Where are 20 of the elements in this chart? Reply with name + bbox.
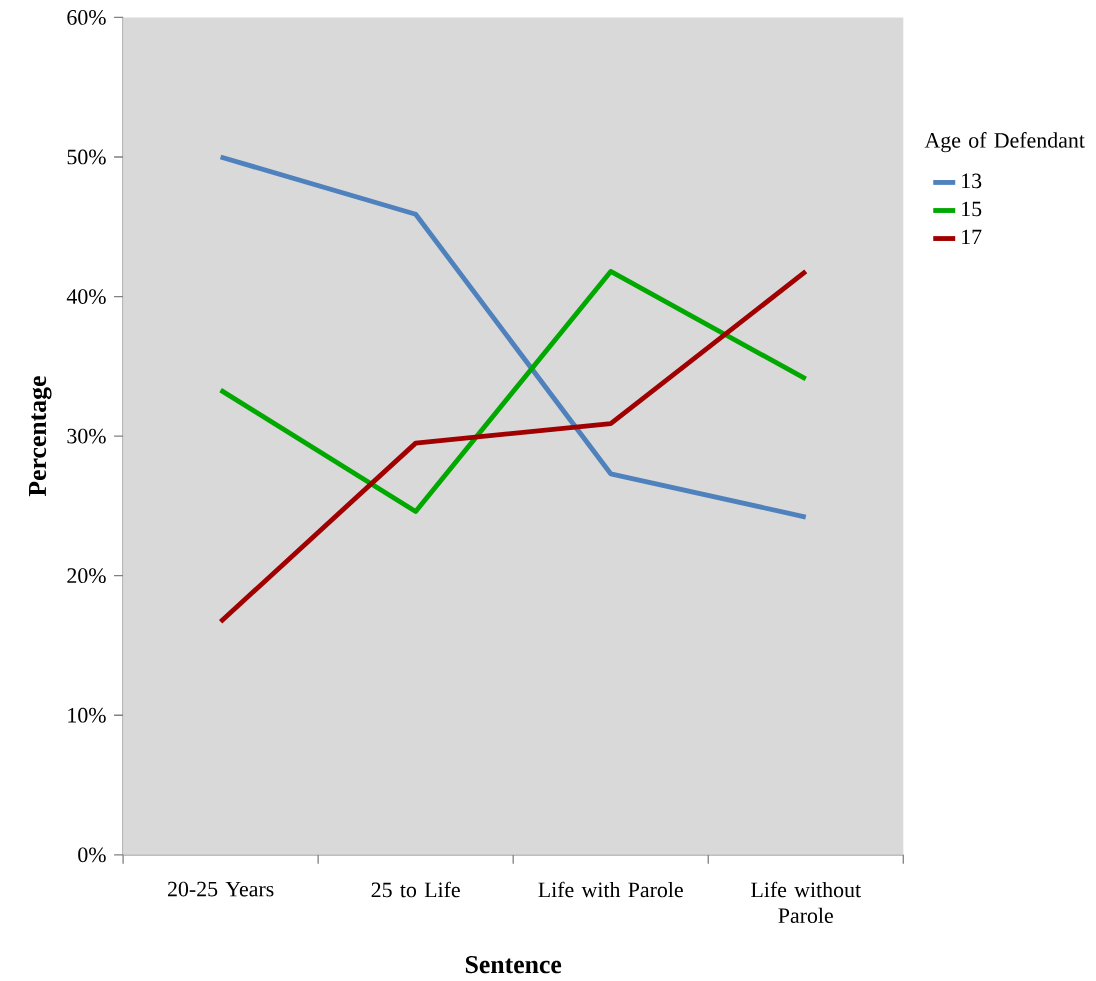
line-series (218, 269, 809, 625)
y-tick-label: 40% (66, 289, 106, 305)
legend-title: Age of Defendant (924, 132, 1085, 153)
y-tick-label: 0% (78, 847, 106, 863)
legend-label: 13 (962, 173, 982, 189)
y-tick-label: 30% (67, 428, 106, 444)
y-tick-label: 10% (68, 708, 106, 723)
y-tick-label: 60% (67, 10, 106, 26)
x-tick-label: 20-25 Years (167, 881, 274, 897)
line-series (218, 154, 809, 520)
legend-label: 15 (962, 201, 982, 217)
x-tick-label: 25 to Life (371, 881, 460, 898)
line-series (218, 269, 809, 515)
y-axis-title: Percentage (29, 376, 52, 497)
x-tick-label: Life with Parole (538, 881, 683, 898)
legend-label: 17 (962, 229, 982, 245)
x-axis-title: Sentence (465, 956, 562, 974)
x-tick-label: Life without Parole (751, 881, 861, 924)
y-tick-label: 50% (67, 149, 106, 165)
y-tick-label: 20% (67, 568, 106, 584)
